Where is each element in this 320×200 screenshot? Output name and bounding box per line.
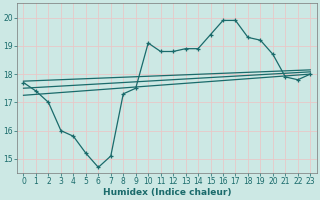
X-axis label: Humidex (Indice chaleur): Humidex (Indice chaleur)	[103, 188, 231, 197]
